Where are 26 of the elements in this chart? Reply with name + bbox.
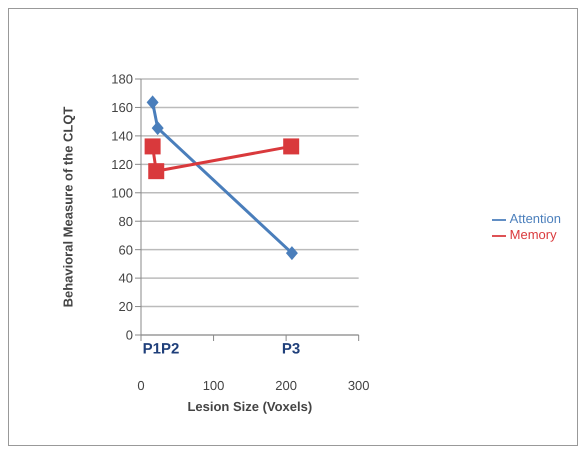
y-tick-label: 160	[111, 100, 133, 116]
legend-label: Attention	[510, 211, 561, 226]
text: P1P2	[142, 340, 180, 358]
x-tick-label: 100	[202, 378, 224, 394]
x-tick-label: 300	[348, 378, 370, 394]
point	[283, 138, 300, 154]
point	[152, 121, 164, 136]
y-tick-label: 40	[118, 270, 133, 286]
y-tick-label: 0	[126, 328, 133, 343]
y-tick-label: 120	[111, 156, 133, 172]
y-axis-title: Behavioral Measure of the CLQT	[60, 106, 76, 308]
y-tick-label: 60	[118, 242, 133, 258]
y-tick-label: 180	[111, 72, 133, 87]
x-tick-label: 0	[137, 378, 145, 394]
x-axis-title: Lesion Size (Voxels)	[187, 399, 312, 414]
y-tick-label: 20	[118, 299, 133, 314]
point	[148, 163, 164, 180]
y-tick-label: 80	[118, 214, 133, 229]
point	[146, 95, 159, 110]
point	[144, 138, 161, 154]
point	[286, 246, 298, 260]
y-tick-label: 100	[111, 185, 133, 200]
y-tick-label: 140	[111, 128, 133, 144]
text: P3	[282, 340, 300, 358]
legend-label: Memory	[510, 227, 557, 242]
x-tick-label: 200	[275, 378, 297, 394]
